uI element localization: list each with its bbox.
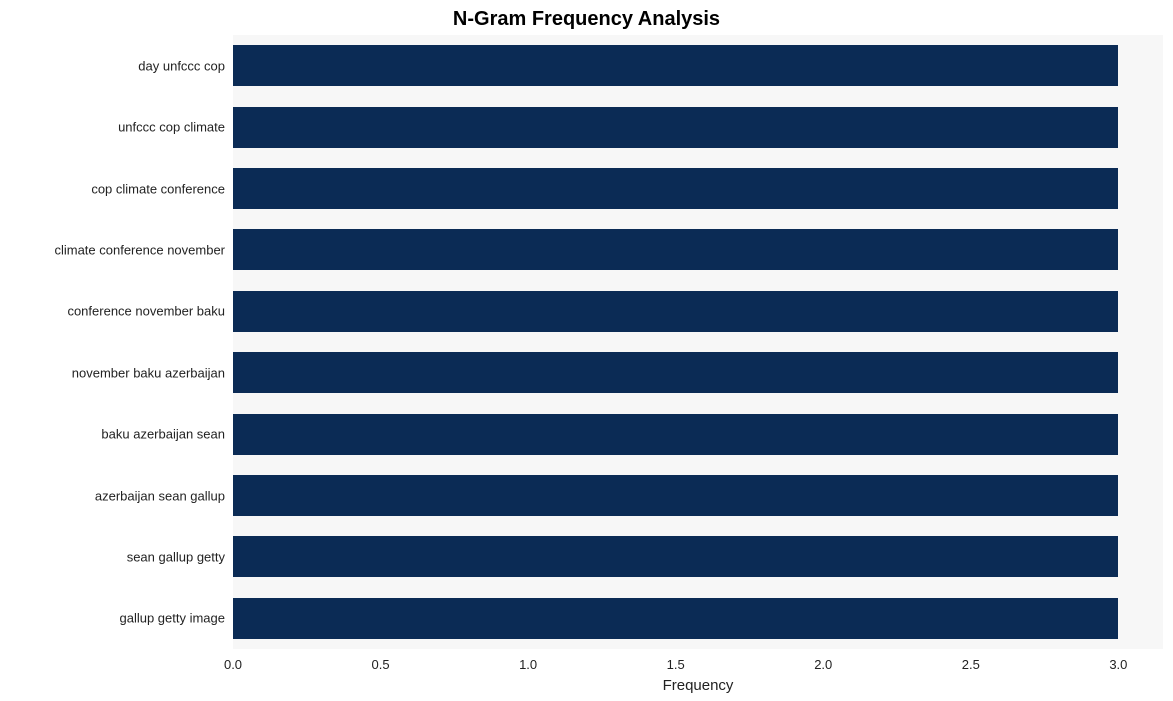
x-tick-label: 1.0: [519, 657, 537, 672]
bar: [233, 352, 1118, 393]
y-tick-label: cop climate conference: [91, 181, 233, 196]
bar: [233, 598, 1118, 639]
plot-area: day unfccc copunfccc cop climatecop clim…: [233, 35, 1163, 649]
x-tick-label: 1.5: [667, 657, 685, 672]
ngram-frequency-chart: N-Gram Frequency Analysis day unfccc cop…: [0, 0, 1173, 701]
x-tick-label: 3.0: [1109, 657, 1127, 672]
chart-title: N-Gram Frequency Analysis: [0, 8, 1173, 31]
x-tick-label: 2.0: [814, 657, 832, 672]
bar: [233, 291, 1118, 332]
bar: [233, 45, 1118, 86]
x-tick-label: 0.0: [224, 657, 242, 672]
x-tick-label: 2.5: [962, 657, 980, 672]
y-tick-label: climate conference november: [54, 242, 233, 257]
y-tick-label: sean gallup getty: [127, 549, 233, 564]
y-tick-label: conference november baku: [67, 304, 233, 319]
bar: [233, 475, 1118, 516]
y-tick-label: azerbaijan sean gallup: [95, 488, 233, 503]
y-tick-label: day unfccc cop: [138, 58, 233, 73]
bar: [233, 107, 1118, 148]
x-tick-label: 0.5: [372, 657, 390, 672]
x-axis-title: Frequency: [233, 677, 1163, 694]
y-tick-label: baku azerbaijan sean: [101, 427, 233, 442]
bar: [233, 536, 1118, 577]
y-tick-label: unfccc cop climate: [118, 120, 233, 135]
y-tick-label: november baku azerbaijan: [72, 365, 233, 380]
bar: [233, 168, 1118, 209]
bar: [233, 414, 1118, 455]
y-tick-label: gallup getty image: [119, 611, 233, 626]
bar: [233, 229, 1118, 270]
